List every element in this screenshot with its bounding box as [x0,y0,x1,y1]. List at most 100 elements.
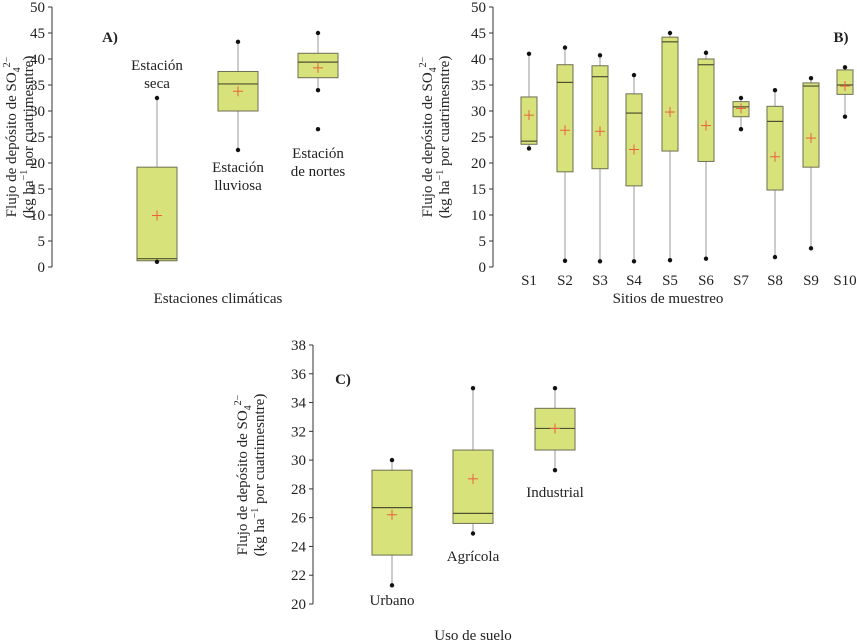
panel-b-sampling-sites: 0 5 10 15 20 25 30 35 40 45 50 Flujo de depósito de… [418,0,857,307]
y-tick-label: 38 [291,338,306,354]
y-tick-label: 5 [38,234,46,250]
whisker-max-point [703,50,709,55]
whisker-min-point [842,114,848,119]
whisker-min-point [154,259,160,264]
y-tick-label: 0 [479,260,487,276]
category-label: S9 [803,273,819,289]
box-urbano [371,457,413,588]
y-tick-label: 26 [291,511,307,527]
x-axis-label: Sitios de muestreo [613,291,724,307]
box-estaci-n-seca [136,95,178,264]
category-label: de nortes [291,164,346,180]
whisker-max-point [667,30,673,36]
category-label: S10 [833,273,856,289]
whisker-min-point [235,147,241,153]
whisker-min-point [562,258,568,263]
whisker-max-point [597,53,603,58]
y-axis-label-subscript: 4 [428,67,439,72]
y-axis-label-line1: Flujo de depósito de SO [420,72,436,217]
box-s5 [661,30,679,263]
y-axis-label: Flujo de depósito de SO42− (kg ha−1 por c… [2,56,37,219]
category-label: seca [144,76,170,92]
outlier-point [315,127,321,132]
box-iqr [697,58,715,162]
y-axis-label-subscript: 4 [12,67,23,72]
box-iqr [766,105,784,191]
whisker-min-point [470,531,476,536]
category-label: Estación [212,160,264,176]
box-iqr [520,96,538,145]
box-s10 [836,65,854,119]
box-iqr [802,82,820,168]
y-tick-label: 34 [291,396,307,412]
y-axis-label-line2-end: por cuatrimesntre) [21,56,37,170]
x-axis-label: Estaciones climáticas [154,291,283,307]
box-s6 [697,50,715,261]
category-label: S1 [521,273,537,289]
box-s9 [802,76,820,251]
y-tick-label: 30 [30,104,45,120]
category-label: S3 [592,273,608,289]
box-iqr [371,469,413,556]
whisker-max-point [552,385,558,391]
panel-label: B) [834,30,849,46]
y-axis-label-line2-end: por cuatrimesntre) [437,56,453,170]
whisker-max-point [235,39,241,45]
box-s2 [556,45,574,263]
whisker-max-point [842,65,848,70]
category-label: Estación [292,146,344,162]
y-tick-label: 40 [30,52,45,68]
category-label: S5 [662,273,678,289]
y-tick-label: 50 [471,0,486,16]
y-axis-label: Flujo de depósito de SO42− (kg ha−1 por c… [233,394,268,557]
category-label: Urbano [370,593,415,609]
y-tick-label: 15 [471,182,486,198]
box-estaci-n-lluviosa [217,39,259,153]
category-label: Industrial [526,485,584,501]
y-tick-label: 25 [30,130,45,146]
y-tick-label: 20 [471,156,486,172]
whisker-min-point [315,88,321,93]
y-axis-label-subscript: 4 [243,405,254,410]
whisker-min-point [597,259,603,264]
panel-c-land-use: 20 22 24 26 28 30 32 34 36 38 Flujo de depósito de… [233,338,584,644]
y-axis-label-line1: Flujo de depósito de SO [235,410,251,555]
y-axis-label-unit-superscript: −1 [435,170,446,181]
whisker-min-point [526,146,532,151]
whisker-max-point [389,457,395,463]
whisker-min-point [667,258,673,263]
y-tick-label: 25 [471,130,486,146]
y-tick-label: 45 [30,26,45,42]
y-axis-label-unit-superscript: −1 [250,508,261,519]
y-tick-label: 5 [479,234,487,250]
y-axis-label: Flujo de depósito de SO42− (kg ha−1 por c… [418,56,453,219]
whisker-min-point [738,127,744,132]
whisker-max-point [808,76,814,81]
whisker-max-point [772,88,778,93]
y-axis-label-line2: (kg ha [21,180,37,218]
y-tick-label: 32 [291,424,306,440]
whisker-max-point [738,95,744,101]
whisker-max-point [631,72,637,78]
x-axis-label: Uso de suelo [434,628,512,644]
category-label: S4 [626,273,642,289]
y-axis-label-superscript: 2− [233,394,244,405]
category-label: S8 [767,273,783,289]
whisker-min-point [808,246,814,251]
panel-a-seasons: 0 5 10 15 20 25 30 35 40 45 50 Flujo de depósito de… [2,0,345,307]
whisker-min-point [389,583,395,588]
box-s3 [591,53,609,264]
y-axis-label-superscript: 2− [418,56,429,67]
y-tick-label: 50 [30,0,45,16]
y-tick-label: 36 [291,367,307,383]
box-industrial [534,385,576,473]
y-tick-label: 28 [291,482,306,498]
box-agr-cola [452,385,494,536]
box-s8 [766,88,784,260]
y-axis-label-line2: (kg ha [252,518,268,556]
category-label: S7 [733,273,749,289]
box-s7 [732,95,750,132]
whisker-max-point [526,51,532,56]
y-axis-label-unit-superscript: −1 [19,170,30,181]
